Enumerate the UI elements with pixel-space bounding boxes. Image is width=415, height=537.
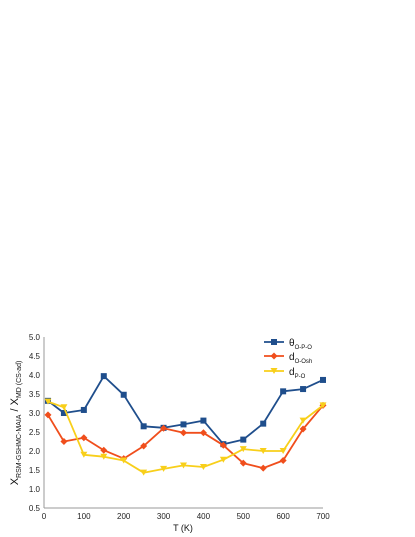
y-label-x-sub: RSM-GSHMC-MAIA bbox=[16, 414, 23, 478]
data-point bbox=[180, 429, 187, 437]
data-point bbox=[320, 376, 326, 383]
legend-sub-d-oosh: O-Osh bbox=[295, 359, 313, 365]
y-tick-label: 2.0 bbox=[29, 447, 41, 456]
x-tick-label: 300 bbox=[157, 512, 171, 521]
data-point bbox=[300, 386, 307, 393]
legend: θO-P-O dO-Osh dP-O bbox=[264, 338, 312, 380]
data-point bbox=[100, 453, 108, 460]
data-point bbox=[160, 465, 168, 472]
x-axis-label: T (K) bbox=[173, 523, 193, 533]
x-tick-label: 200 bbox=[117, 512, 131, 521]
x-tick-label: 500 bbox=[237, 512, 251, 521]
data-point bbox=[299, 425, 307, 433]
y-tick-label: 5.0 bbox=[29, 333, 41, 342]
y-tick-label: 4.5 bbox=[29, 352, 41, 361]
data-point bbox=[60, 410, 67, 416]
data-point bbox=[180, 421, 187, 428]
data-point bbox=[120, 457, 128, 464]
data-point bbox=[140, 469, 148, 476]
svg-text:dP-O: dP-O bbox=[289, 367, 306, 380]
data-point bbox=[239, 446, 247, 453]
data-point bbox=[140, 442, 148, 450]
data-point bbox=[80, 434, 88, 442]
svg-text:XRSM-GSHMC-MAIA / XMD (CS-ad): XRSM-GSHMC-MAIA / XMD (CS-ad) bbox=[9, 361, 23, 486]
y-axis-label: XRSM-GSHMC-MAIA / XMD (CS-ad) bbox=[9, 361, 23, 486]
data-point bbox=[100, 373, 107, 380]
data-point bbox=[260, 420, 267, 427]
svg-text:dO-Osh: dO-Osh bbox=[289, 352, 312, 365]
y-label-x: X bbox=[9, 477, 21, 485]
x-tick-label: 0 bbox=[42, 512, 47, 521]
y-tick-labels: 0.5 1.0 1.5 2.0 2.5 3.0 3.5 4.0 4.5 5.0 bbox=[29, 333, 41, 513]
data-point bbox=[120, 391, 127, 398]
data-point bbox=[280, 388, 287, 395]
series-d_po bbox=[44, 398, 327, 476]
y-tick-label: 2.5 bbox=[29, 428, 41, 437]
data-point bbox=[60, 404, 68, 411]
data-point bbox=[44, 398, 52, 405]
data-point bbox=[80, 451, 88, 458]
plot-area bbox=[44, 373, 327, 476]
data-point bbox=[219, 441, 227, 449]
data-point bbox=[259, 448, 267, 454]
legend-label-theta: θ bbox=[289, 338, 295, 349]
data-point bbox=[200, 417, 207, 424]
x-tick-label: 100 bbox=[77, 512, 91, 521]
data-point bbox=[279, 457, 287, 464]
svg-text:θO-P-O: θO-P-O bbox=[289, 338, 312, 351]
data-point bbox=[180, 462, 187, 469]
x-tick-labels: 0 100 200 300 400 500 600 700 bbox=[42, 512, 330, 521]
y-tick-label: 4.0 bbox=[29, 371, 41, 380]
legend-label-d-oosh: d bbox=[289, 352, 295, 363]
data-point bbox=[279, 448, 287, 454]
series-d_oosh bbox=[44, 401, 327, 472]
legend-sub-d-po: P-O bbox=[295, 374, 306, 380]
data-point bbox=[299, 417, 307, 424]
legend-triangle-marker bbox=[270, 368, 278, 374]
data-point bbox=[100, 446, 108, 454]
y-tick-label: 1.5 bbox=[29, 466, 41, 475]
data-point bbox=[199, 463, 207, 470]
data-point bbox=[240, 436, 247, 443]
series-theta bbox=[44, 373, 326, 448]
data-point bbox=[219, 456, 227, 463]
data-point bbox=[319, 402, 327, 409]
data-point bbox=[239, 459, 247, 467]
data-point bbox=[44, 411, 52, 419]
data-point bbox=[140, 423, 147, 430]
y-tick-label: 0.5 bbox=[29, 504, 41, 513]
y-tick-label: 3.5 bbox=[29, 390, 41, 399]
data-point bbox=[259, 464, 267, 472]
x-tick-label: 600 bbox=[276, 512, 290, 521]
data-point bbox=[80, 406, 87, 413]
legend-sub-theta: O-P-O bbox=[295, 345, 313, 351]
x-tick-label: 700 bbox=[316, 512, 330, 521]
data-point bbox=[60, 438, 68, 445]
legend-square-marker bbox=[271, 339, 277, 345]
y-tick-label: 3.0 bbox=[29, 409, 41, 418]
legend-diamond-marker bbox=[270, 352, 278, 360]
data-point bbox=[160, 424, 168, 432]
y-label-sep: / X bbox=[9, 397, 21, 414]
y-label-md-sub: MD (CS-ad) bbox=[16, 361, 23, 398]
legend-entry-theta: θO-P-O bbox=[264, 338, 312, 351]
data-point bbox=[199, 429, 207, 437]
y-tick-label: 1.0 bbox=[29, 485, 41, 494]
legend-entry-d-po: dP-O bbox=[264, 367, 306, 380]
axes bbox=[43, 337, 323, 509]
legend-entry-d-oosh: dO-Osh bbox=[264, 352, 312, 365]
legend-label-d-po: d bbox=[289, 367, 295, 378]
x-tick-label: 400 bbox=[197, 512, 211, 521]
